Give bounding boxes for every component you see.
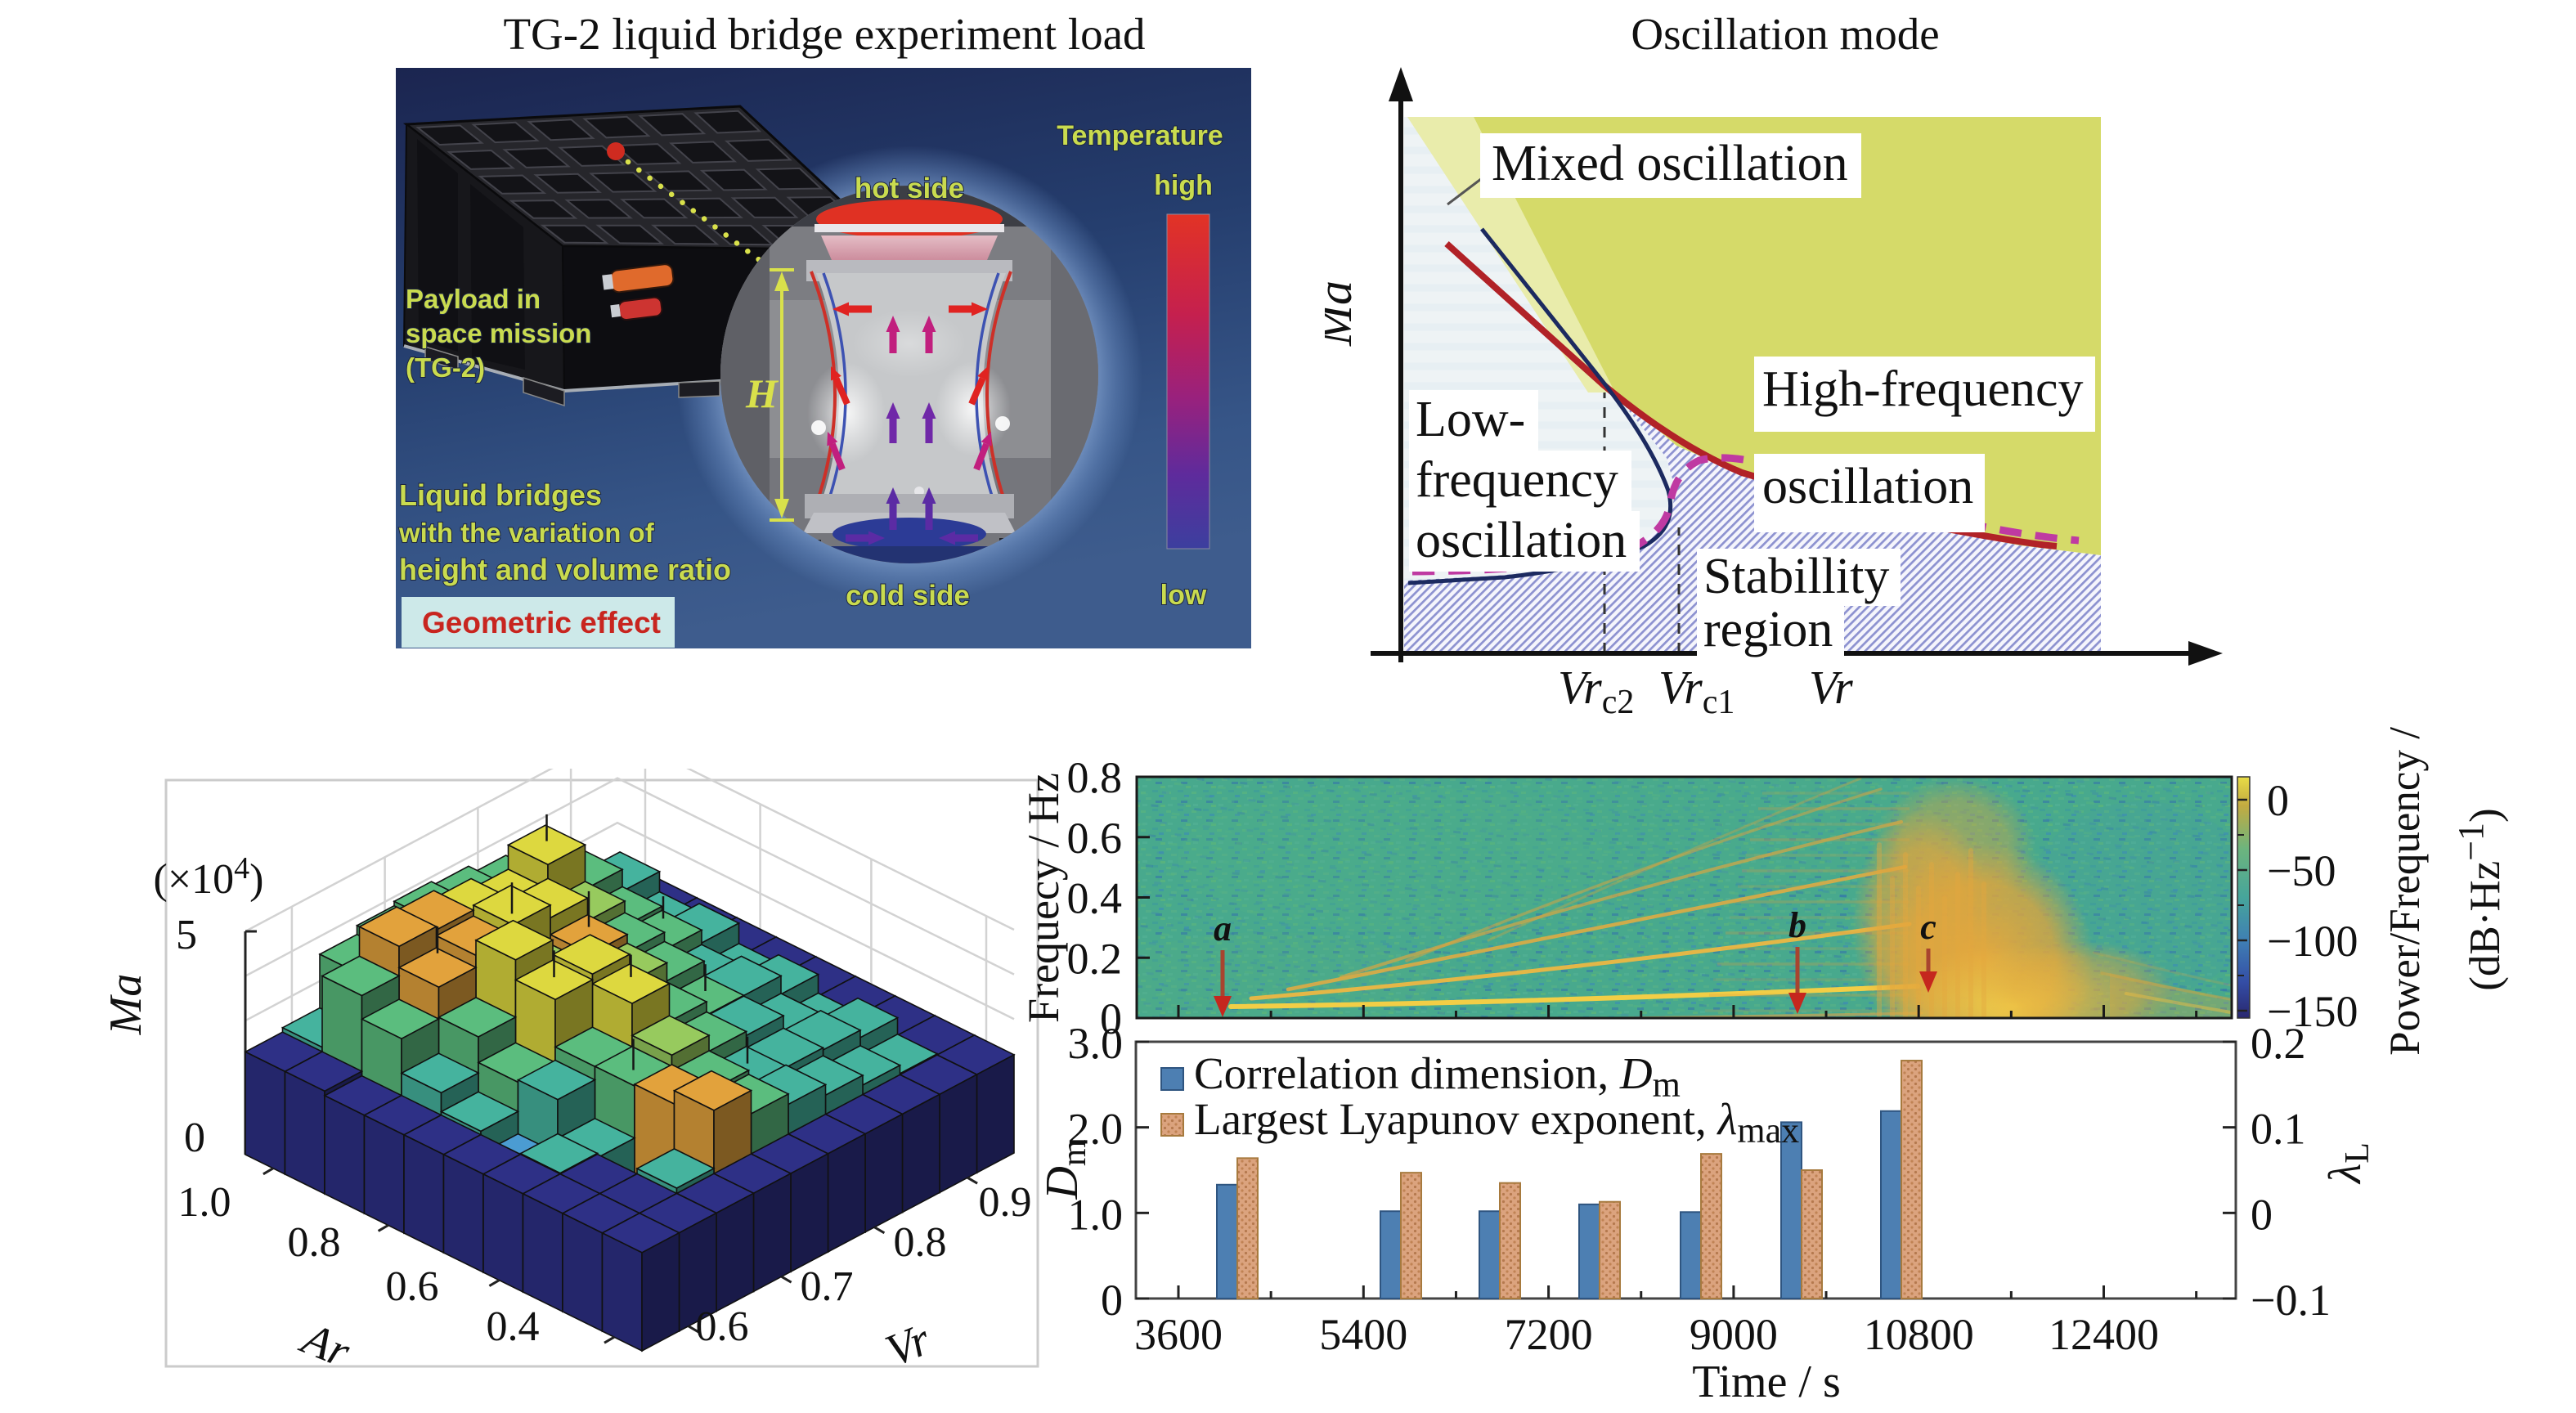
svg-text:0.2: 0.2 xyxy=(2251,1019,2306,1068)
svg-text:Ma: Ma xyxy=(106,974,151,1036)
svg-text:0.8: 0.8 xyxy=(1067,753,1123,802)
svg-text:0.4: 0.4 xyxy=(487,1303,540,1350)
svg-text:3600: 3600 xyxy=(1134,1310,1223,1359)
svg-text:0.4: 0.4 xyxy=(1067,874,1123,923)
svg-text:hot side: hot side xyxy=(855,173,964,204)
svg-text:12400: 12400 xyxy=(2049,1310,2159,1359)
svg-text:0: 0 xyxy=(2267,776,2289,825)
svg-text:−150: −150 xyxy=(2267,987,2358,1036)
svg-text:−0.1: −0.1 xyxy=(2251,1276,2331,1325)
svg-text:−100: −100 xyxy=(2267,917,2358,966)
svg-text:Vr: Vr xyxy=(1809,661,1853,714)
svg-text:0.1: 0.1 xyxy=(2251,1105,2306,1154)
svg-text:0.6: 0.6 xyxy=(696,1303,749,1350)
svg-text:Frequecy / Hz: Frequecy / Hz xyxy=(1022,773,1068,1023)
svg-text:9000: 9000 xyxy=(1690,1310,1778,1359)
svg-text:Geometric effect: Geometric effect xyxy=(422,606,661,639)
svg-text:Vrc1: Vrc1 xyxy=(1658,661,1735,720)
svg-text:0.8: 0.8 xyxy=(288,1219,341,1266)
svg-text:height and volume ratio: height and volume ratio xyxy=(399,553,731,586)
svg-text:0.6: 0.6 xyxy=(1067,814,1123,863)
svg-text:low: low xyxy=(1160,580,1207,611)
svg-text:a: a xyxy=(1214,908,1232,949)
svg-text:high: high xyxy=(1154,170,1213,201)
svg-text:b: b xyxy=(1788,905,1806,945)
svg-text:(TG-2): (TG-2) xyxy=(406,352,485,383)
svg-text:Ma: Ma xyxy=(1325,280,1362,347)
svg-text:1.0: 1.0 xyxy=(178,1179,231,1226)
svg-text:7200: 7200 xyxy=(1505,1310,1593,1359)
svg-text:H: H xyxy=(745,370,779,416)
svg-text:0: 0 xyxy=(1101,1276,1123,1325)
svg-text:Correlation dimension, Dm: Correlation dimension, Dm xyxy=(1194,1048,1681,1105)
svg-text:10800: 10800 xyxy=(1864,1310,1974,1359)
svg-text:Time / s: Time / s xyxy=(1692,1357,1841,1407)
svg-text:5: 5 xyxy=(176,912,197,958)
svg-text:λL: λL xyxy=(2320,1142,2376,1185)
svg-text:1.0: 1.0 xyxy=(1068,1190,1124,1239)
svg-text:c: c xyxy=(1920,907,1936,947)
svg-text:5400: 5400 xyxy=(1319,1310,1407,1359)
svg-text:−50: −50 xyxy=(2267,846,2336,895)
svg-text:Power/Frequency /: Power/Frequency / xyxy=(2381,727,2429,1056)
svg-text:Liquid bridges: Liquid bridges xyxy=(399,478,602,512)
svg-text:0.6: 0.6 xyxy=(386,1263,439,1310)
svg-text:0.7: 0.7 xyxy=(801,1263,854,1310)
svg-text:0.8: 0.8 xyxy=(894,1219,947,1266)
svg-text:Payload in: Payload in xyxy=(406,284,541,314)
svg-text:space mission: space mission xyxy=(406,318,591,348)
svg-text:Dm: Dm xyxy=(1037,1139,1093,1200)
svg-text:0: 0 xyxy=(2251,1190,2273,1239)
svg-text:0.2: 0.2 xyxy=(1067,934,1123,983)
svg-text:0: 0 xyxy=(1100,994,1122,1043)
svg-text:cold side: cold side xyxy=(846,580,970,612)
svg-text:3.0: 3.0 xyxy=(1068,1019,1124,1068)
svg-text:Largest Lyapunov exponent, λma: Largest Lyapunov exponent, λmax xyxy=(1194,1094,1799,1151)
svg-text:Temperature: Temperature xyxy=(1057,120,1223,151)
svg-text:0: 0 xyxy=(184,1115,205,1161)
svg-text:with the variation of: with the variation of xyxy=(398,518,655,548)
svg-text:2.0: 2.0 xyxy=(1068,1105,1124,1154)
svg-text:(dB·Hz−1): (dB·Hz−1) xyxy=(2451,808,2509,990)
svg-text:0.9: 0.9 xyxy=(979,1179,1032,1226)
